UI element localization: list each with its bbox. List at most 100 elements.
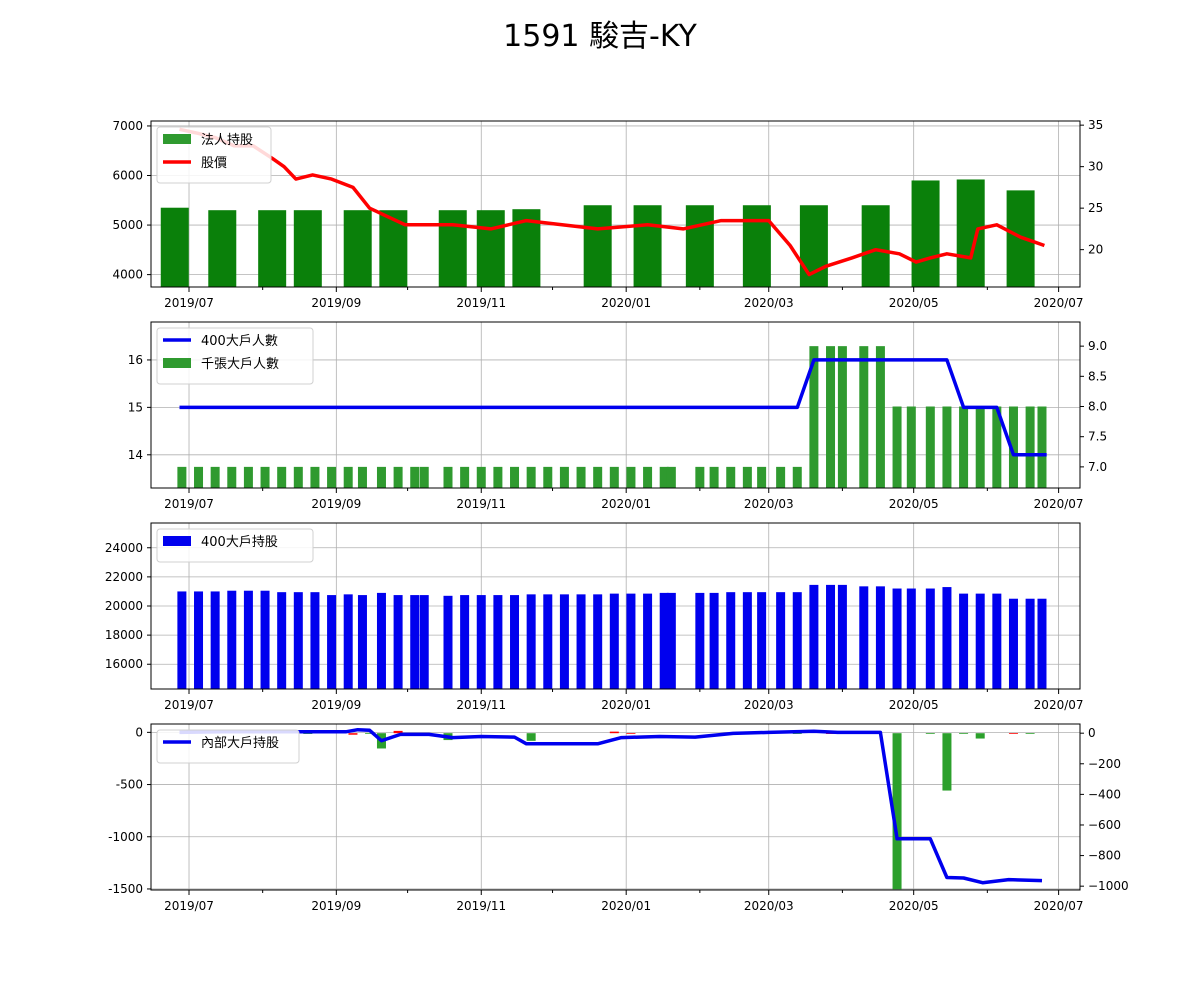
x-tick-label: 2019/11 (456, 899, 506, 913)
thousand-lot-holder-bar (659, 466, 669, 488)
y-tick-label-left: 6000 (112, 169, 143, 183)
institutional-bar (685, 205, 714, 287)
thousand-lot-holder-bar (942, 406, 952, 488)
y-tick-label-left: -1500 (108, 882, 143, 896)
insider-change-bar (959, 733, 969, 734)
thousand-lot-holder-bar (809, 346, 819, 488)
thousand-lot-holder-bar (776, 466, 786, 488)
thousand-lot-holder-bar (210, 466, 220, 488)
thousand-lot-holder-bar (906, 406, 916, 488)
y-tick-label-left: 16 (128, 353, 143, 367)
holder400-shares-bar (526, 594, 536, 689)
panel-2: 2019/07 2019/09 2019/11 2020/01 2020/03 2020/… (128, 321, 1107, 511)
thousand-lot-holder-bar (393, 466, 403, 488)
y-tick-label-right: 9.0 (1088, 339, 1107, 353)
thousand-lot-holder-bar (975, 406, 985, 488)
thousand-lot-holder-bar (837, 346, 847, 488)
institutional-bar (379, 210, 408, 287)
holder400-shares-bar (476, 595, 486, 689)
thousand-lot-holder-bar (892, 406, 902, 488)
thousand-lot-holder-bar (742, 466, 752, 488)
legend-label: 股價 (201, 156, 227, 171)
institutional-bar (742, 205, 771, 287)
thousand-lot-holder-bar (410, 466, 420, 488)
y-tick-label-left: 0 (135, 725, 143, 739)
x-tick-label: 2020/03 (744, 296, 794, 310)
thousand-lot-holder-bar (194, 466, 204, 488)
holder400-shares-bar (559, 594, 569, 689)
y-tick-label-left: -1000 (108, 830, 143, 844)
holder400-shares-bar (543, 594, 553, 689)
y-tick-label-left: 5000 (112, 218, 143, 232)
x-tick-label: 2020/01 (601, 296, 651, 310)
holder400-shares-bar (410, 595, 420, 689)
insider-change-bar (942, 733, 952, 791)
holder400-shares-bar (609, 593, 619, 689)
holder400-shares-bar (393, 595, 403, 689)
holder400-shares-bar (260, 590, 270, 689)
thousand-lot-holder-bar (376, 466, 386, 488)
holder400-shares-bar (194, 591, 204, 689)
insider-change-bar (365, 733, 375, 734)
holder400-shares-bar (709, 592, 719, 689)
y-tick-label-right: −600 (1088, 818, 1121, 832)
holder400-shares-bar (510, 595, 520, 689)
y-tick-label-right: −1000 (1088, 879, 1129, 893)
thousand-lot-holder-bar (243, 466, 253, 488)
panel-3: 2019/07 2019/09 2019/11 2020/01 2020/03 2020/… (105, 522, 1084, 712)
institutional-bar (799, 205, 828, 287)
thousand-lot-holder-bar (293, 466, 303, 488)
x-tick-label: 2020/07 (1034, 296, 1084, 310)
insider-change-bar (348, 733, 358, 735)
holder400-shares-bar (826, 584, 836, 689)
axes-frame (150, 321, 1081, 489)
thousand-lot-holder-bar (443, 466, 453, 488)
holder400-shares-bar (959, 593, 969, 689)
holder400-shares-bar (809, 584, 819, 689)
thousand-lot-holder-bar (666, 466, 676, 488)
y-tick-label-left: 7000 (112, 119, 143, 133)
holder400-shares-bar (875, 586, 885, 689)
thousand-lot-holder-bar (875, 346, 885, 488)
legend-label: 千張大戶人數 (201, 357, 279, 372)
holder400-shares-bar (659, 592, 669, 689)
thousand-lot-holder-bar (493, 466, 503, 488)
y-tick-label-left: 18000 (105, 628, 143, 642)
insider-change-bar (303, 733, 313, 734)
legend-bar-swatch (163, 134, 191, 144)
holder400-shares-bar (1037, 598, 1047, 689)
y-tick-label-right: 8.5 (1088, 369, 1107, 383)
holder400-shares-bar (177, 591, 187, 689)
x-tick-label: 2020/05 (889, 497, 939, 511)
thousand-lot-holder-bar (726, 466, 736, 488)
y-tick-label-left: 15 (128, 400, 143, 414)
y-tick-label-right: −800 (1088, 849, 1121, 863)
holder400-shares-bar (776, 592, 786, 689)
thousand-lot-holder-bar (925, 406, 935, 488)
legend-label: 400大戶人數 (201, 334, 278, 349)
x-tick-label: 2020/01 (601, 899, 651, 913)
thousand-lot-holder-bar (859, 346, 869, 488)
insider-change-bar (792, 733, 802, 734)
legend-bar-swatch (163, 358, 191, 368)
thousand-lot-holder-bar (593, 466, 603, 488)
holder400-shares-bar (443, 595, 453, 689)
insider-change-bar (626, 733, 636, 734)
y-tick-label-right: 30 (1088, 160, 1103, 174)
thousand-lot-holder-bar (792, 466, 802, 488)
institutional-bar (208, 210, 237, 287)
insider-change-bar (609, 731, 619, 734)
holder400-shares-bar (837, 584, 847, 689)
insider-change-bar (892, 733, 902, 890)
panel-4: 2019/07 2019/09 2019/11 2020/01 2020/03 2020/… (108, 723, 1129, 913)
thousand-lot-holder-bar (260, 466, 270, 488)
thousand-lot-holder-bar (959, 406, 969, 488)
x-tick-label: 2020/05 (889, 698, 939, 712)
y-tick-label-right: −200 (1088, 757, 1121, 771)
institutional-bar (633, 205, 662, 287)
holder400-shares-bar (992, 593, 1002, 689)
chart-title: 1591 駿吉-KY (503, 19, 697, 54)
legend-box (156, 729, 300, 764)
y-tick-label-right: 25 (1088, 201, 1103, 215)
institutional-bar (956, 179, 985, 287)
